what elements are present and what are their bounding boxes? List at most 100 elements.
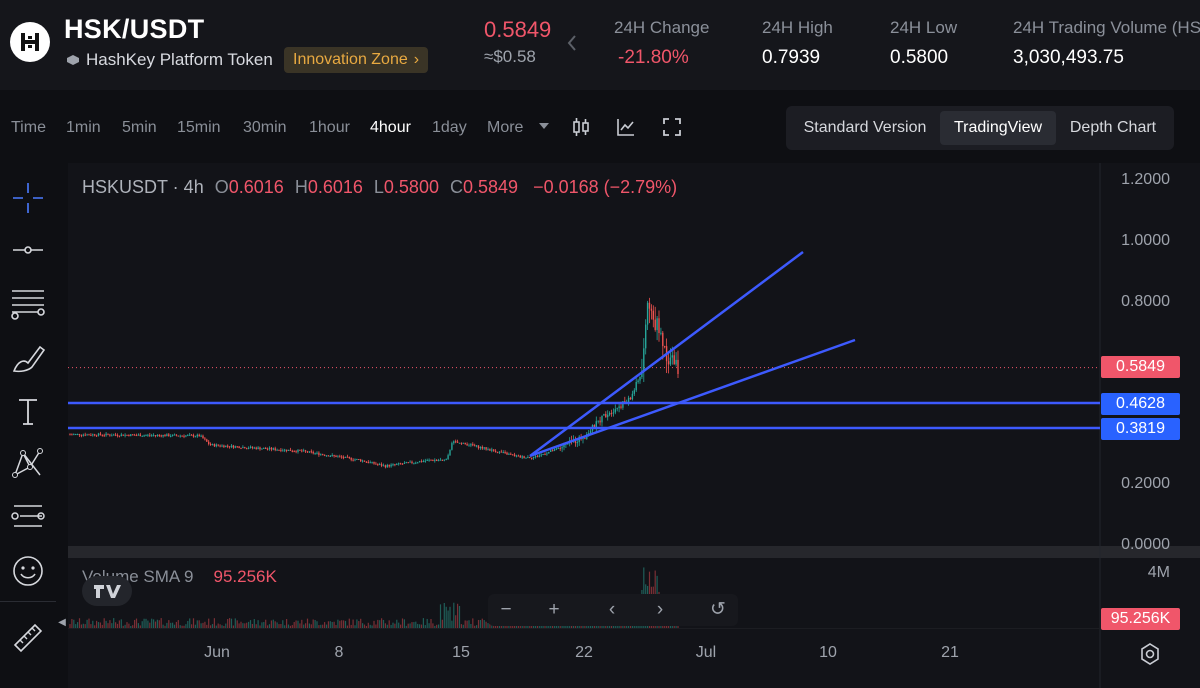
version-standard[interactable]: Standard Version xyxy=(803,119,927,136)
caret-down-icon[interactable] xyxy=(539,122,549,130)
volume-bar xyxy=(464,620,466,628)
fullscreen-icon[interactable] xyxy=(662,117,682,137)
candle-body xyxy=(341,456,343,458)
candle-body xyxy=(360,459,362,462)
zoom-in-button[interactable]: + xyxy=(548,599,560,620)
fib-lines-icon[interactable] xyxy=(8,283,48,323)
tf-time[interactable]: Time xyxy=(11,119,46,136)
tf-4hour[interactable]: 4hour xyxy=(370,119,411,136)
candle-body xyxy=(160,435,162,437)
candle-body xyxy=(595,421,597,428)
volume-bar xyxy=(259,625,261,628)
volume-bar xyxy=(413,622,415,628)
volume-bar xyxy=(470,623,472,628)
scroll-right-button[interactable]: › xyxy=(656,599,664,620)
tf-1min[interactable]: 1min xyxy=(66,119,101,136)
candle-body xyxy=(384,465,387,468)
volume-bar xyxy=(200,623,202,628)
volume-bar xyxy=(441,619,443,628)
candles-icon[interactable] xyxy=(571,117,591,137)
candle-body xyxy=(477,445,480,449)
candle-body xyxy=(230,445,233,448)
candle-body xyxy=(616,408,618,410)
volume-bar xyxy=(134,619,136,628)
candle-body xyxy=(327,455,330,457)
candle-body xyxy=(204,438,206,440)
candle-body xyxy=(669,357,672,365)
crosshair-icon[interactable] xyxy=(8,178,48,218)
settings-gear-icon[interactable] xyxy=(1138,642,1162,666)
candle-body xyxy=(331,455,333,457)
volume-bar xyxy=(187,620,189,628)
ruler-icon[interactable] xyxy=(8,618,48,658)
volume-bar xyxy=(105,620,107,628)
stat-value-change: -21.80% xyxy=(618,47,689,68)
candle-body xyxy=(527,456,529,458)
indicators-icon[interactable] xyxy=(616,117,636,137)
candle-body xyxy=(192,434,195,437)
volume-bar xyxy=(166,622,168,628)
volume-bar xyxy=(274,621,276,628)
collapse-toolbar-button[interactable]: ◀ xyxy=(56,608,68,638)
chevron-left-icon[interactable] xyxy=(566,34,578,52)
reset-chart-button[interactable]: ↺ xyxy=(710,599,726,620)
candle-body xyxy=(97,433,100,436)
tf-30min[interactable]: 30min xyxy=(243,119,287,136)
innovation-zone-label: Innovation Zone xyxy=(293,51,408,68)
candle-body xyxy=(246,448,248,450)
tf-1hour[interactable]: 1hour xyxy=(309,119,350,136)
volume-bar xyxy=(270,620,272,628)
zoom-out-button[interactable]: − xyxy=(500,599,512,620)
innovation-zone-badge[interactable]: Innovation Zone › xyxy=(284,47,429,73)
candle-body xyxy=(607,414,609,418)
version-tradingview[interactable]: TradingView xyxy=(940,111,1056,145)
candle-body xyxy=(508,453,510,455)
volume-bar xyxy=(137,623,139,628)
volume-bar xyxy=(221,625,223,628)
candle-body xyxy=(365,461,368,463)
candle-body xyxy=(316,452,318,454)
volume-bar xyxy=(126,622,128,628)
volume-bar xyxy=(424,625,426,628)
brush-icon[interactable] xyxy=(8,338,48,378)
volume-bar xyxy=(160,618,162,628)
volume-bar xyxy=(394,623,396,628)
candle-body xyxy=(82,434,84,436)
candle-body xyxy=(238,446,240,449)
scroll-left-button[interactable]: ‹ xyxy=(608,599,616,620)
volume-bar xyxy=(324,622,326,628)
volume-bar xyxy=(403,619,405,628)
candle-body xyxy=(500,451,502,453)
volume-bar xyxy=(314,619,316,628)
candle-body xyxy=(434,460,436,462)
tf-15min[interactable]: 15min xyxy=(177,119,221,136)
candle-body xyxy=(270,447,273,450)
candle-body xyxy=(312,451,314,454)
volume-bar xyxy=(339,620,341,628)
horizontal-line-icon[interactable] xyxy=(8,230,48,270)
volume-bar xyxy=(438,624,440,628)
text-icon[interactable] xyxy=(8,391,48,431)
volume-bar xyxy=(255,624,257,628)
candle-body xyxy=(462,442,464,444)
candle-body xyxy=(633,390,635,394)
pattern-icon[interactable] xyxy=(8,443,48,483)
candle-body xyxy=(141,435,143,437)
tradingview-logo[interactable] xyxy=(82,576,132,606)
tf-1day[interactable]: 1day xyxy=(432,119,467,136)
candle-body xyxy=(306,451,309,453)
candle-body xyxy=(561,447,563,449)
volume-bar xyxy=(282,620,284,628)
volume-bar xyxy=(84,624,86,628)
candle-body xyxy=(78,433,81,436)
measure-lines-icon[interactable] xyxy=(8,496,48,536)
tf-5min[interactable]: 5min xyxy=(122,119,157,136)
version-depth-chart[interactable]: Depth Chart xyxy=(1069,119,1157,136)
candle-body xyxy=(247,447,250,449)
candle-body xyxy=(287,449,290,451)
emoji-icon[interactable] xyxy=(8,551,48,591)
tf-more[interactable]: More xyxy=(487,119,524,136)
candle-body xyxy=(223,445,225,448)
y-tick: 1.0000 xyxy=(1121,232,1170,249)
